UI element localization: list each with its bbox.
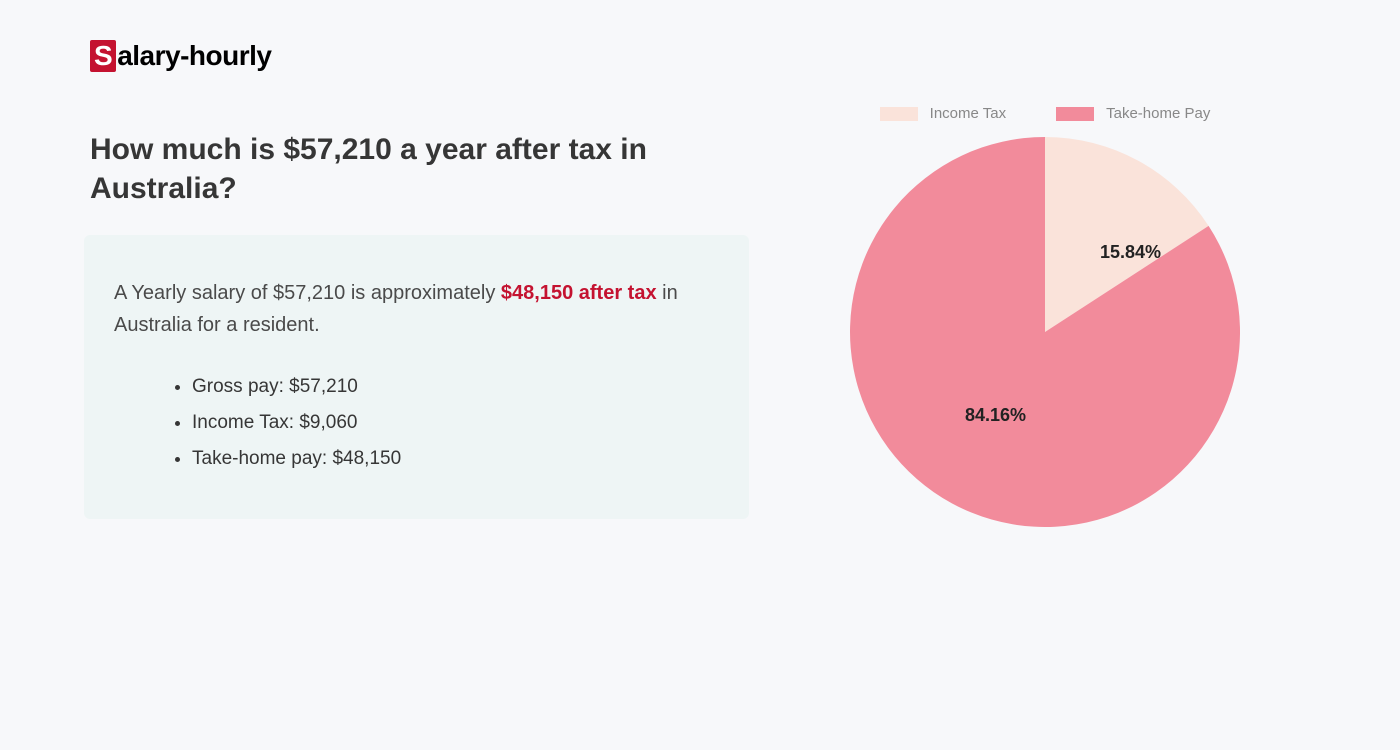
pie-chart: 15.84% 84.16% xyxy=(850,137,1240,527)
pie-svg xyxy=(850,137,1240,527)
logo-s-box: S xyxy=(90,40,116,72)
legend-item-income-tax: Income Tax xyxy=(880,105,1006,122)
list-item: Income Tax: $9,060 xyxy=(192,405,719,441)
summary-list: Gross pay: $57,210 Income Tax: $9,060 Ta… xyxy=(114,369,719,477)
logo-rest: alary-hourly xyxy=(117,40,271,71)
list-item: Gross pay: $57,210 xyxy=(192,369,719,405)
chart-legend: Income Tax Take-home Pay xyxy=(810,105,1280,122)
pie-label-take-home: 84.16% xyxy=(965,405,1026,426)
legend-swatch xyxy=(1056,107,1094,121)
summary-prefix: A Yearly salary of $57,210 is approximat… xyxy=(114,282,501,304)
summary-sentence: A Yearly salary of $57,210 is approximat… xyxy=(114,277,719,341)
legend-item-take-home: Take-home Pay xyxy=(1056,105,1210,122)
pie-label-income-tax: 15.84% xyxy=(1100,242,1161,263)
legend-label: Take-home Pay xyxy=(1106,105,1210,122)
page-title: How much is $57,210 a year after tax in … xyxy=(90,130,710,208)
site-logo: Salary-hourly xyxy=(90,40,271,72)
list-item: Take-home pay: $48,150 xyxy=(192,441,719,477)
legend-swatch xyxy=(880,107,918,121)
summary-box: A Yearly salary of $57,210 is approximat… xyxy=(84,235,749,519)
legend-label: Income Tax xyxy=(930,105,1006,122)
summary-highlight: $48,150 after tax xyxy=(501,282,657,304)
pie-chart-area: Income Tax Take-home Pay 15.84% 84.16% xyxy=(810,105,1280,527)
